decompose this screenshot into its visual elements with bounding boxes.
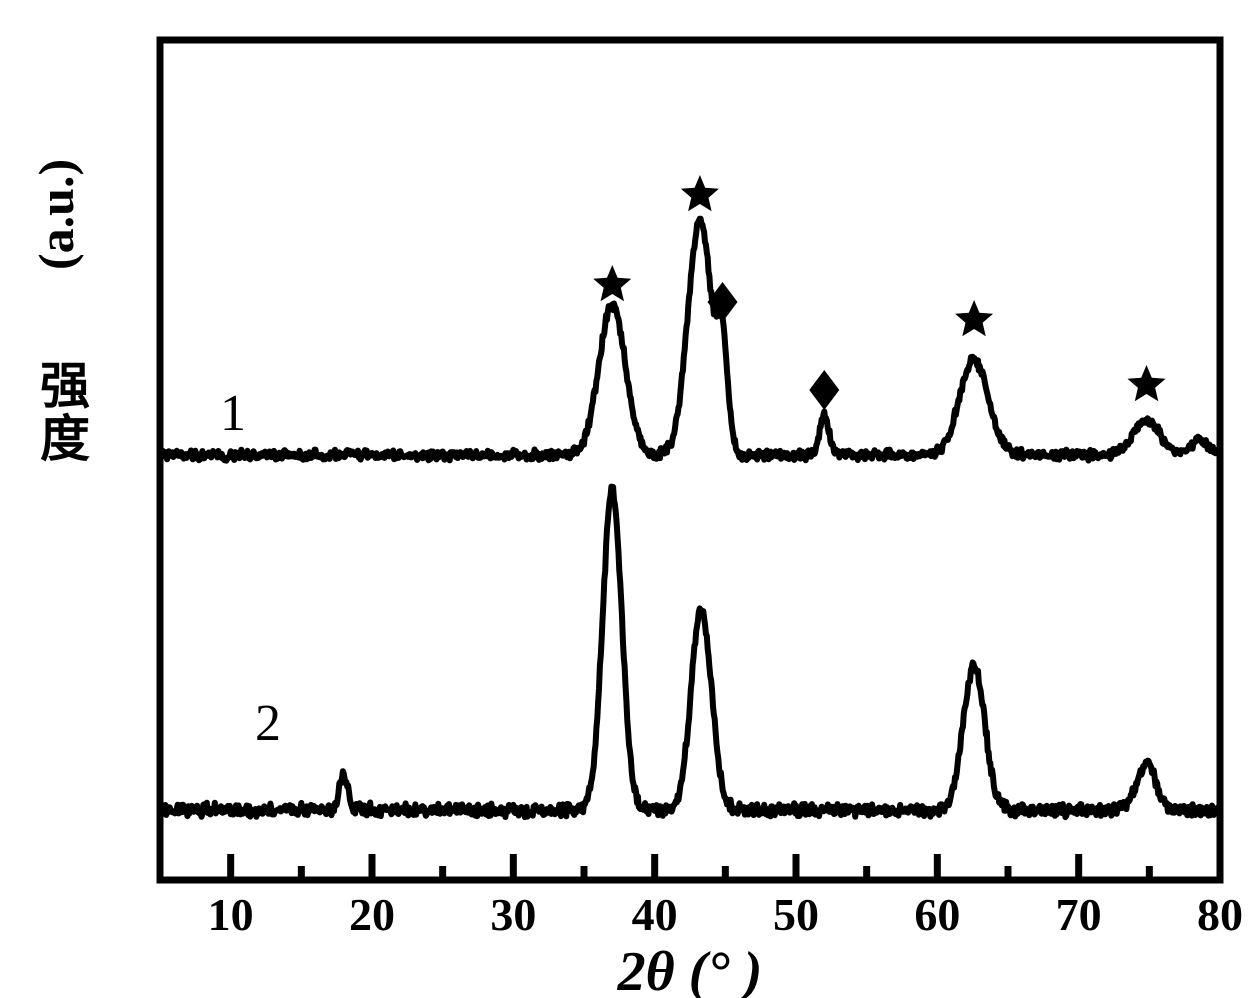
svg-text:40: 40 [632,889,678,940]
svg-text:60: 60 [914,889,960,940]
svg-text:80: 80 [1197,889,1243,940]
y-axis-label-units: (a.u.) [30,159,83,270]
svg-text:70: 70 [1056,889,1102,940]
svg-text:30: 30 [490,889,536,940]
svg-text:2: 2 [255,695,281,752]
svg-text:20: 20 [349,889,395,940]
svg-text:2θ (° ): 2θ (° ) [617,941,763,998]
svg-text:10: 10 [208,889,254,940]
xrd-chart: 10 20 30 40 50 60 70 80 2θ (° ) 1 2 [0,0,1251,998]
y-axis-label-cn: 强度 [35,360,95,465]
svg-text:50: 50 [773,889,819,940]
svg-text:1: 1 [220,385,246,442]
